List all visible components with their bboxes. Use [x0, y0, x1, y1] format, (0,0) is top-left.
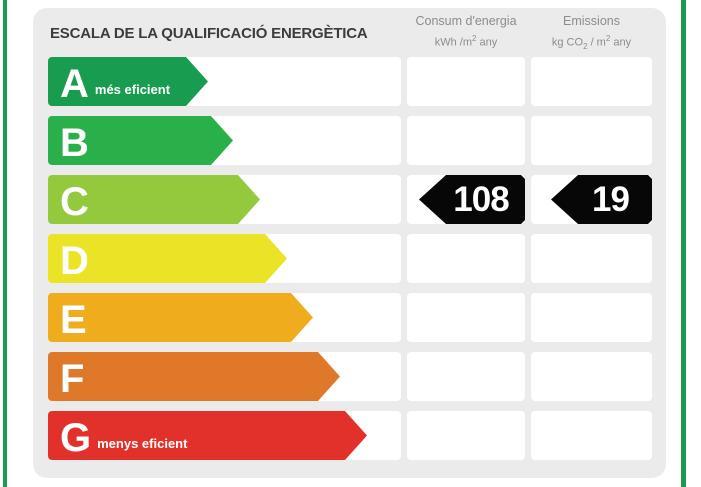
scale-cell-b: B — [48, 116, 401, 165]
consum-header-unit: kWh /m2 any — [434, 34, 498, 49]
column-header-consum: Consum d'energia kWh /m2 any — [407, 14, 525, 51]
rating-arrow-a: A més eficient — [48, 57, 208, 106]
rating-label-e — [86, 333, 93, 342]
rating-arrow-d: D — [48, 234, 287, 283]
consum-cell-g — [407, 411, 525, 460]
rating-letter-f: F — [60, 357, 84, 401]
rating-row-e: E — [48, 293, 652, 342]
energy-scale-panel: ESCALA DE LA QUALIFICACIÓ ENERGÈTICA Con… — [33, 8, 666, 478]
rating-letter-d: D — [60, 239, 88, 283]
green-accent-line-left — [3, 0, 7, 487]
emissions-cell-b — [531, 116, 652, 165]
page-title: ESCALA DE LA QUALIFICACIÓ ENERGÈTICA — [50, 25, 368, 42]
rating-row-g: G menys eficient — [48, 411, 652, 460]
consum-cell-c: 108 — [407, 175, 525, 224]
emissions-cell-f — [531, 352, 652, 401]
scale-cell-c: C — [48, 175, 401, 224]
column-header-emissions: Emissions kg CO2 / m2 any — [531, 14, 652, 54]
scale-cell-g: G menys eficient — [48, 411, 401, 460]
rating-row-b: B — [48, 116, 652, 165]
emissions-value: 19 — [592, 179, 629, 219]
rating-label-g: menys eficient — [97, 436, 188, 451]
consum-cell-d — [407, 234, 525, 283]
emissions-cell-d — [531, 234, 652, 283]
consum-cell-f — [407, 352, 525, 401]
rating-label-c — [88, 215, 95, 224]
rating-letter-g: G — [60, 416, 91, 460]
emissions-cell-c: 19 — [531, 175, 652, 224]
green-accent-line-right — [681, 0, 686, 487]
emissions-value-arrow: 19 — [551, 175, 652, 224]
scale-cell-d: D — [48, 234, 401, 283]
consum-header-title: Consum d'energia — [415, 14, 517, 28]
emissions-cell-e — [531, 293, 652, 342]
emissions-header-title: Emissions — [563, 14, 620, 28]
rating-label-f — [83, 392, 90, 401]
rating-row-c: C 108 19 — [48, 175, 652, 224]
rating-arrow-g: G menys eficient — [48, 411, 367, 460]
consum-value-arrow: 108 — [419, 175, 525, 224]
rating-arrow-f: F — [48, 352, 340, 401]
consum-value: 108 — [453, 179, 509, 219]
rating-label-a: més eficient — [94, 82, 171, 97]
emissions-cell-a — [531, 57, 652, 106]
rating-label-d — [88, 274, 95, 283]
consum-cell-b — [407, 116, 525, 165]
rating-letter-c: C — [60, 180, 88, 224]
emissions-cell-g — [531, 411, 652, 460]
consum-cell-e — [407, 293, 525, 342]
scale-cell-a: A més eficient — [48, 57, 401, 106]
rating-letter-b: B — [60, 121, 88, 165]
rating-rows: A més eficient B C — [48, 57, 652, 460]
emissions-header-unit: kg CO2 / m2 any — [551, 34, 632, 51]
scale-cell-f: F — [48, 352, 401, 401]
rating-letter-a: A — [60, 62, 88, 106]
rating-arrow-c: C — [48, 175, 260, 224]
consum-cell-a — [407, 57, 525, 106]
rating-row-a: A més eficient — [48, 57, 652, 106]
rating-row-d: D — [48, 234, 652, 283]
rating-arrow-b: B — [48, 116, 233, 165]
rating-letter-e: E — [60, 298, 86, 342]
rating-row-f: F — [48, 352, 652, 401]
rating-arrow-e: E — [48, 293, 313, 342]
scale-cell-e: E — [48, 293, 401, 342]
rating-label-b — [88, 156, 95, 165]
